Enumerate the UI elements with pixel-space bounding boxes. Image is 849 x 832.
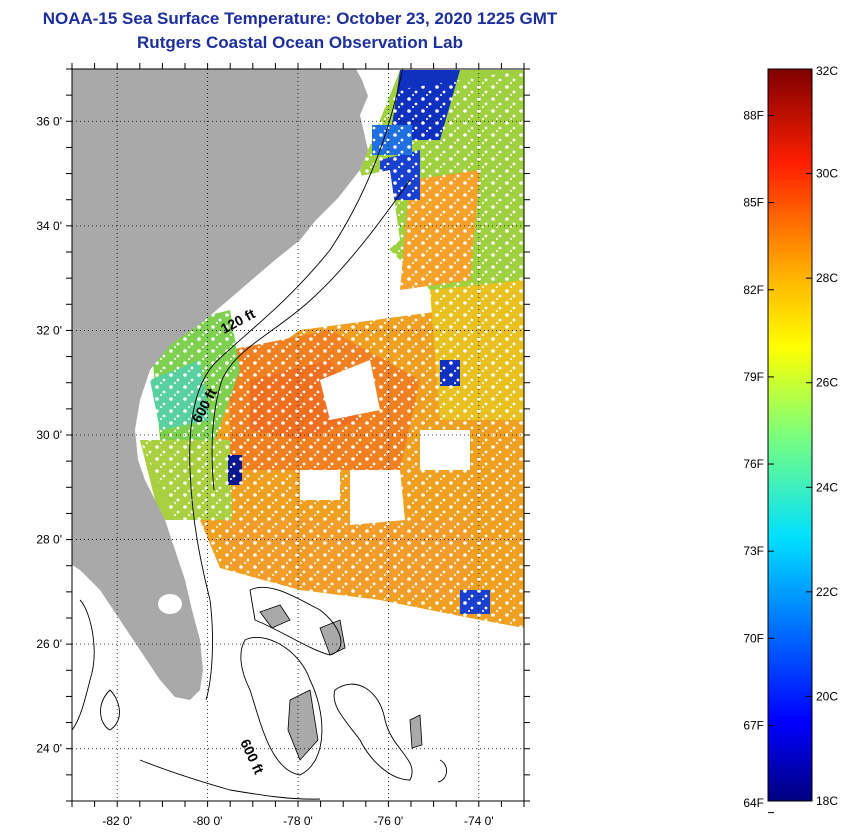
lat-label: 24 0' [36,742,62,756]
map-border [71,68,525,802]
celsius-label: 20C [816,689,838,703]
fahrenheit-label: 88F [743,108,764,122]
lat-label: 26 0' [36,637,62,651]
celsius-label: 22C [816,585,838,599]
lat-label: 32 0' [36,323,62,337]
fahrenheit-label: 85F [743,196,764,210]
fahrenheit-label: 82F [743,283,764,297]
lat-label: 28 0' [36,533,62,547]
celsius-label: 26C [816,376,838,390]
isobath-contours [72,69,447,800]
lat-label: 36 0' [36,114,62,128]
fahrenheit-label: 76F [743,457,764,471]
celsius-label: 28C [816,271,838,285]
colorbar-labels: 32C 30C 28C 26C 24C 22C 20C 18C 88F 85F 82F 79F 76F 7… [743,64,838,814]
fahrenheit-label: 64F [743,796,764,810]
lon-label: -78 0' [283,814,313,828]
land-mass [72,69,368,700]
lat-label: 30 0' [36,428,62,442]
fahrenheit-label: 79F [743,370,764,384]
fahrenheit-label: 70F [743,631,764,645]
lake-okeechobee [158,594,182,614]
map-subtitle: Rutgers Coastal Ocean Observation Lab [137,33,463,52]
lon-label: -82 0' [102,814,132,828]
celsius-label: 32C [816,64,838,78]
fahrenheit-label: 67F [743,718,764,732]
celsius-label: 18C [816,794,838,808]
lon-label: -80 0' [193,814,223,828]
colorbar-gradient [767,68,813,802]
celsius-label: 24C [816,480,838,494]
lat-label: 34 0' [36,219,62,233]
fahrenheit-label: 73F [743,544,764,558]
lon-label: -74 0' [464,814,494,828]
lon-label: -76 0' [374,814,404,828]
graticule: 36 0' 34 0' 32 0' 30 0' 28 0' 26 0' 24 0' -82 0… [36,63,530,828]
map-content [72,69,524,800]
map-title: NOAA-15 Sea Surface Temperature: October… [42,9,558,28]
bahamas-banks [259,604,423,761]
celsius-label: 30C [816,167,838,181]
